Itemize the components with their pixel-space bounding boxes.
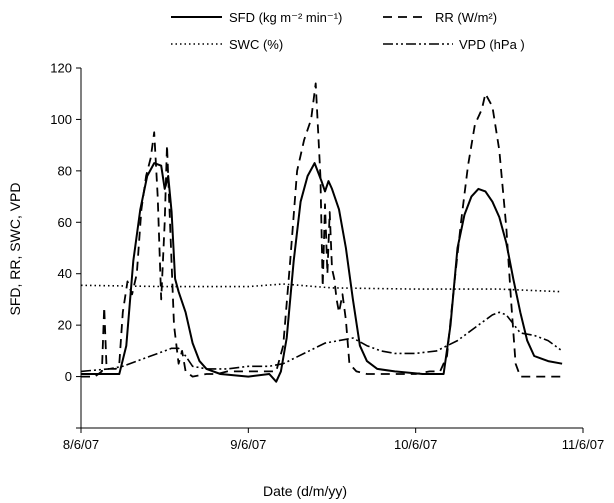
x-tick-label: 10/6/07: [394, 437, 437, 452]
y-tick-label: 80: [58, 163, 72, 178]
series-line-vpd: [80, 311, 563, 373]
y-tick-label: 120: [50, 61, 72, 76]
legend-label-rr: RR (W/m²): [435, 10, 497, 25]
legend-label-swc: SWC (%): [229, 37, 283, 52]
series-layer: [80, 82, 563, 383]
y-tick-label: 20: [58, 318, 72, 333]
series-line-rr: [81, 82, 563, 378]
y-tick-label: 100: [50, 112, 72, 127]
legend-label-vpd: VPD (hPa ): [459, 37, 525, 52]
legend-label-sfd: SFD (kg m⁻² min⁻¹): [229, 10, 342, 25]
x-tick-label: 11/6/07: [562, 437, 604, 452]
x-tick-label: 9/6/07: [230, 437, 266, 452]
y-tick-label: 60: [58, 215, 72, 230]
axes: 0 20 40 60 80 100 120 8/6/07 9/6/07 10/6/07 11/6/…: [50, 61, 604, 453]
x-axis-title: Date (d/m/yy): [263, 483, 347, 499]
series-line-sfd: [81, 162, 563, 383]
legend: SFD (kg m⁻² min⁻¹) RR (W/m²) SWC (%) VPD…: [171, 10, 525, 52]
x-tick-label: 8/6/07: [63, 437, 99, 452]
y-tick-label: 40: [58, 266, 72, 281]
series-line-swc: [80, 283, 563, 293]
x-ticks: 8/6/07 9/6/07 10/6/07 11/6/07: [63, 428, 604, 452]
y-axis-title: SFD, RR, SWC, VPD: [7, 182, 23, 315]
y-ticks: 0 20 40 60 80 100 120: [50, 61, 81, 429]
y-tick-label: 0: [65, 369, 72, 384]
